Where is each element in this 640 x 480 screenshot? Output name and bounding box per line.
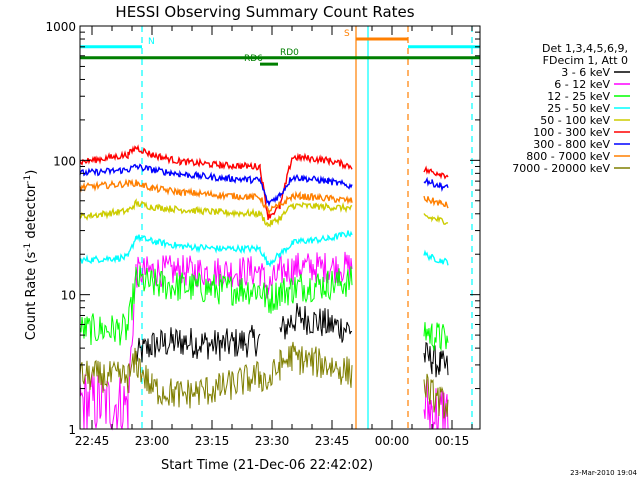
legend-entry-label: 7000 - 20000 keV bbox=[512, 162, 610, 175]
legend-entry-label: 6 - 12 keV bbox=[554, 78, 610, 91]
series-trace bbox=[423, 322, 449, 352]
legend: Det 1,3,4,5,6,9,FDecim 1, Att 03 - 6 keV… bbox=[512, 42, 630, 175]
x-tick-label: 22:45 bbox=[75, 434, 110, 448]
legend-header: FDecim 1, Att 0 bbox=[543, 54, 628, 67]
x-tick-label: 00:00 bbox=[375, 434, 410, 448]
series-trace bbox=[423, 342, 449, 378]
series-trace bbox=[79, 144, 353, 221]
series-50-100-kev bbox=[79, 198, 449, 228]
series-12-25-kev bbox=[79, 265, 449, 352]
series-trace bbox=[423, 176, 449, 193]
x-tick-label: 23:00 bbox=[135, 434, 170, 448]
series-100-300-kev bbox=[79, 144, 449, 221]
series-trace bbox=[79, 178, 353, 216]
y-axis-label-sup1: -1 bbox=[23, 243, 33, 252]
flag-label: RD6 bbox=[244, 54, 263, 64]
series-trace bbox=[423, 373, 449, 419]
plot-frame bbox=[79, 25, 481, 430]
plot-area: N S RD0 RD6 bbox=[79, 26, 480, 431]
footer-date: 23-Mar-2010 19:04 bbox=[570, 469, 637, 477]
x-axis-label: Start Time (21-Dec-06 22:42:02) bbox=[161, 458, 373, 473]
legend-entry-label: 300 - 800 keV bbox=[533, 138, 610, 151]
chart-title: HESSI Observing Summary Count Rates bbox=[115, 3, 414, 21]
legend-entry-label: 3 - 6 keV bbox=[561, 66, 610, 79]
series-trace bbox=[79, 265, 353, 346]
x-tick-label: 23:45 bbox=[315, 434, 350, 448]
y-tick-label: 100 bbox=[53, 154, 76, 168]
series-25-50-kev bbox=[79, 230, 449, 268]
series-trace bbox=[79, 163, 353, 208]
y-axis-label-part2: detector bbox=[24, 183, 39, 243]
legend-entry-label: 25 - 50 keV bbox=[547, 102, 610, 115]
flag-label: N bbox=[148, 37, 155, 47]
series-trace bbox=[135, 324, 261, 363]
y-axis-label-part1: Count Rate (s bbox=[24, 252, 39, 341]
axis-ticks: 22:45 23:00 23:15 23:30 23:45 00:00 00:15 1 10 10… bbox=[45, 20, 480, 448]
legend-entry-label: 50 - 100 keV bbox=[540, 114, 610, 127]
y-axis-label: Count Rate (s-1 detector-1) bbox=[23, 170, 39, 341]
series-trace bbox=[423, 195, 449, 209]
series-trace bbox=[79, 230, 353, 268]
x-tick-label: 23:30 bbox=[255, 434, 290, 448]
y-tick-label: 1000 bbox=[45, 20, 76, 34]
y-axis-label-sup2: -1 bbox=[23, 175, 33, 184]
legend-entry-label: 100 - 300 keV bbox=[533, 126, 610, 139]
legend-entry-label: 12 - 25 keV bbox=[547, 90, 610, 103]
series-trace bbox=[279, 302, 353, 343]
series-trace bbox=[423, 165, 449, 180]
legend-header: Det 1,3,4,5,6,9, bbox=[542, 42, 628, 55]
series-trace bbox=[79, 341, 353, 409]
legend-entry-label: 800 - 7000 keV bbox=[526, 150, 610, 163]
flag-label: S bbox=[344, 29, 350, 39]
series-trace bbox=[423, 249, 449, 266]
series-trace bbox=[79, 198, 353, 228]
flag-label: RD0 bbox=[280, 48, 299, 58]
series-800-7000-kev bbox=[79, 178, 449, 216]
y-tick-label: 1 bbox=[68, 423, 76, 437]
x-tick-label: 23:15 bbox=[195, 434, 230, 448]
series-trace bbox=[79, 251, 353, 431]
series-300-800-kev bbox=[79, 163, 449, 208]
y-tick-label: 10 bbox=[61, 289, 76, 303]
y-axis-label-part3: ) bbox=[24, 170, 39, 175]
x-tick-label: 00:15 bbox=[435, 434, 470, 448]
series-3-6-kev bbox=[135, 302, 449, 378]
series-trace bbox=[423, 213, 449, 225]
series-7000-20000-kev bbox=[79, 341, 449, 419]
